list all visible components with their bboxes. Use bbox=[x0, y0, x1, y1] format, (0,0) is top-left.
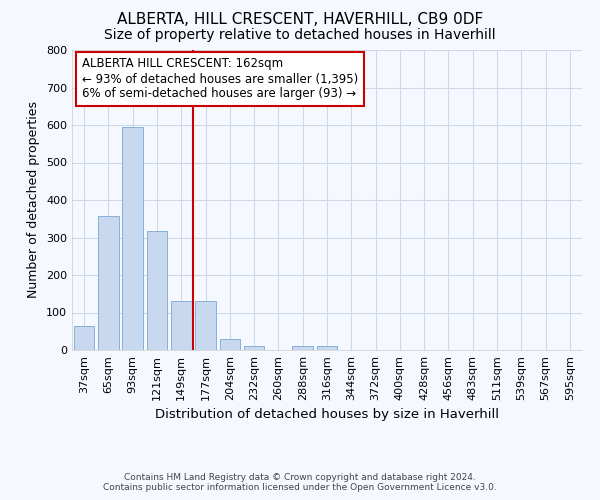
Text: Contains HM Land Registry data © Crown copyright and database right 2024.
Contai: Contains HM Land Registry data © Crown c… bbox=[103, 473, 497, 492]
Bar bbox=[220, 339, 240, 350]
Bar bbox=[74, 326, 94, 350]
Bar bbox=[171, 301, 191, 350]
Bar bbox=[317, 346, 337, 350]
Bar bbox=[146, 231, 167, 350]
Bar bbox=[244, 346, 265, 350]
X-axis label: Distribution of detached houses by size in Haverhill: Distribution of detached houses by size … bbox=[155, 408, 499, 422]
Bar bbox=[122, 127, 143, 350]
Bar bbox=[292, 346, 313, 350]
Text: Size of property relative to detached houses in Haverhill: Size of property relative to detached ho… bbox=[104, 28, 496, 42]
Bar bbox=[98, 216, 119, 350]
Text: ALBERTA, HILL CRESCENT, HAVERHILL, CB9 0DF: ALBERTA, HILL CRESCENT, HAVERHILL, CB9 0… bbox=[117, 12, 483, 28]
Text: ALBERTA HILL CRESCENT: 162sqm
← 93% of detached houses are smaller (1,395)
6% of: ALBERTA HILL CRESCENT: 162sqm ← 93% of d… bbox=[82, 58, 358, 100]
Y-axis label: Number of detached properties: Number of detached properties bbox=[28, 102, 40, 298]
Bar bbox=[195, 301, 216, 350]
